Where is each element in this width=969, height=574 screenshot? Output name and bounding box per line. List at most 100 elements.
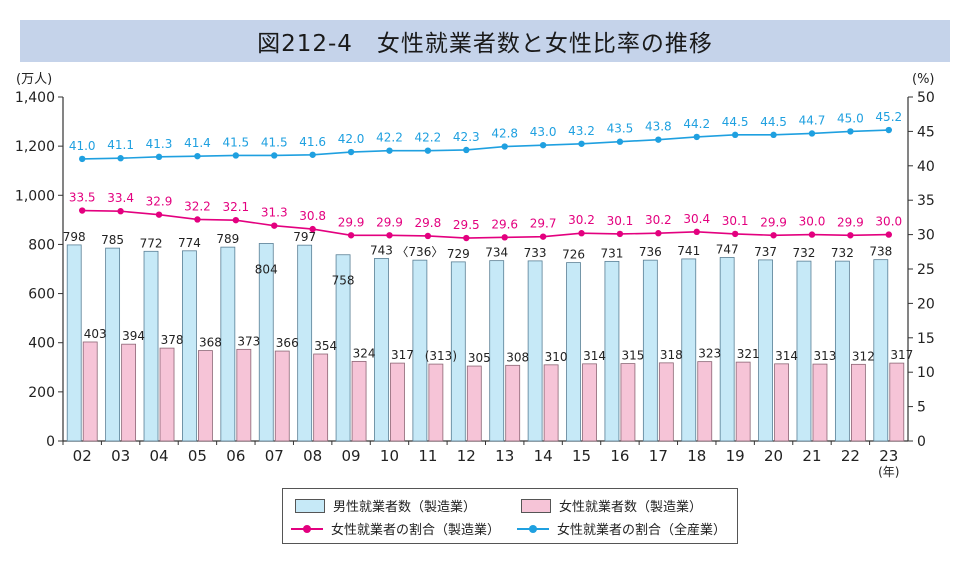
label-mfg-ratio: 32.1: [222, 200, 249, 214]
label-all-ratio: 42.8: [491, 127, 518, 141]
bar-female-label: 305: [468, 351, 491, 365]
bar-female: [889, 362, 905, 442]
bar-male: [450, 261, 466, 442]
x-tick-label: 09: [342, 447, 361, 465]
label-all-ratio: 44.2: [683, 117, 710, 131]
bar-male-label: 741: [677, 244, 700, 258]
bar-female-label: 314: [775, 349, 798, 363]
bar-male: [796, 260, 812, 442]
label-all-ratio: 41.0: [69, 139, 96, 153]
bar-female: [351, 360, 367, 442]
bar-female: [236, 348, 252, 442]
label-all-ratio: 43.5: [607, 122, 634, 136]
bar-male: [105, 247, 121, 442]
left-axis-unit: (万人): [16, 72, 52, 87]
x-tick-label: 15: [572, 447, 591, 465]
bar-female: [620, 363, 636, 442]
bar-female: [812, 363, 828, 442]
label-mfg-ratio: 30.0: [799, 215, 826, 229]
bar-female: [658, 362, 674, 442]
point-all-ratio: [194, 152, 201, 160]
label-all-ratio: 45.2: [875, 110, 902, 124]
label-mfg-ratio: 32.9: [146, 195, 173, 209]
label-mfg-ratio: 29.7: [530, 217, 557, 231]
bar-female-label: 313: [814, 349, 837, 363]
bar-male: [66, 244, 82, 442]
label-mfg-ratio: 30.2: [568, 213, 595, 227]
label-all-ratio: 41.3: [146, 137, 173, 151]
point-mfg-ratio: [501, 234, 508, 241]
point-mfg-ratio: [539, 233, 547, 240]
right-axis-unit: (%): [912, 72, 935, 87]
right-tick-label: 35: [917, 193, 935, 209]
point-all-ratio: [847, 128, 854, 135]
point-mfg-ratio: [731, 230, 739, 238]
point-all-ratio: [232, 152, 240, 159]
label-all-ratio: 41.5: [261, 135, 288, 149]
x-tick-label: 07: [265, 447, 284, 465]
point-mfg-ratio: [693, 228, 700, 236]
point-mfg-ratio: [232, 216, 240, 224]
bar-male-label: 734: [485, 246, 508, 260]
label-mfg-ratio: 29.5: [453, 218, 480, 232]
x-axis-unit: (年): [878, 465, 899, 479]
label-all-ratio: 43.8: [645, 120, 672, 134]
legend-label-male: 男性就業者数（製造業）: [333, 500, 477, 515]
bar-male: [297, 244, 313, 442]
bar-female: [735, 361, 751, 442]
bar-male-label: 737: [754, 245, 777, 259]
point-mfg-ratio: [578, 230, 585, 237]
bar-female-label: 318: [660, 348, 683, 362]
point-mfg-ratio: [347, 232, 355, 239]
bar-female: [697, 361, 713, 442]
line-all-ratio: [82, 129, 889, 160]
bar-female-label: 315: [621, 349, 644, 363]
point-all-ratio: [347, 148, 355, 156]
bar-male: [335, 254, 351, 442]
point-all-ratio: [501, 143, 508, 150]
legend-item-male-bars: 男性就業者数（製造業）: [295, 496, 476, 515]
bar-female: [543, 364, 559, 442]
bar-female-label: 317: [391, 348, 414, 362]
bar-male-label: 798: [63, 230, 86, 244]
legend-label-mfg-ratio: 女性就業者の割合（製造業）: [331, 523, 501, 538]
left-tick-label: 0: [46, 434, 55, 450]
left-tick-label: 1,200: [15, 139, 55, 155]
right-tick-label: 5: [917, 400, 926, 416]
label-all-ratio: 42.2: [415, 131, 442, 145]
point-mfg-ratio: [117, 208, 124, 215]
left-tick-label: 600: [28, 287, 55, 303]
chart-title: 図212-4 女性就業者数と女性比率の推移: [257, 31, 713, 57]
point-mfg-ratio: [655, 230, 662, 237]
x-tick-label: 21: [802, 447, 821, 465]
bar-female: [159, 347, 175, 442]
bar-female-label: 354: [314, 339, 337, 353]
bar-male: [834, 260, 850, 442]
label-mfg-ratio: 30.0: [875, 215, 902, 229]
point-mfg-ratio: [386, 232, 393, 239]
x-tick-label: 19: [726, 447, 745, 465]
bar-male-label: 〈736〉: [396, 245, 443, 259]
bar-male-label: 774: [178, 236, 201, 250]
label-mfg-ratio: 29.9: [837, 215, 864, 229]
label-mfg-ratio: 29.9: [376, 215, 403, 229]
bar-female: [505, 364, 521, 442]
label-all-ratio: 41.5: [222, 135, 249, 149]
bar-female-label: 403: [84, 327, 107, 341]
bar-male: [758, 259, 773, 442]
bar-female-label: 308: [506, 350, 529, 364]
x-tick-label: 04: [149, 447, 168, 465]
right-tick-label: 25: [917, 262, 935, 278]
bar-male-label: 732: [831, 246, 854, 260]
point-all-ratio: [309, 151, 316, 158]
left-tick-label: 1,000: [15, 188, 55, 204]
bar-female: [82, 341, 98, 442]
label-all-ratio: 43.2: [568, 124, 595, 138]
bar-male-label: 758: [332, 274, 355, 288]
bar-female: [774, 363, 789, 442]
bar-female-label: (313): [425, 349, 457, 363]
bar-female: [428, 363, 444, 442]
point-all-ratio: [693, 133, 700, 141]
point-all-ratio: [731, 131, 739, 139]
bar-male-label: 733: [524, 246, 547, 260]
